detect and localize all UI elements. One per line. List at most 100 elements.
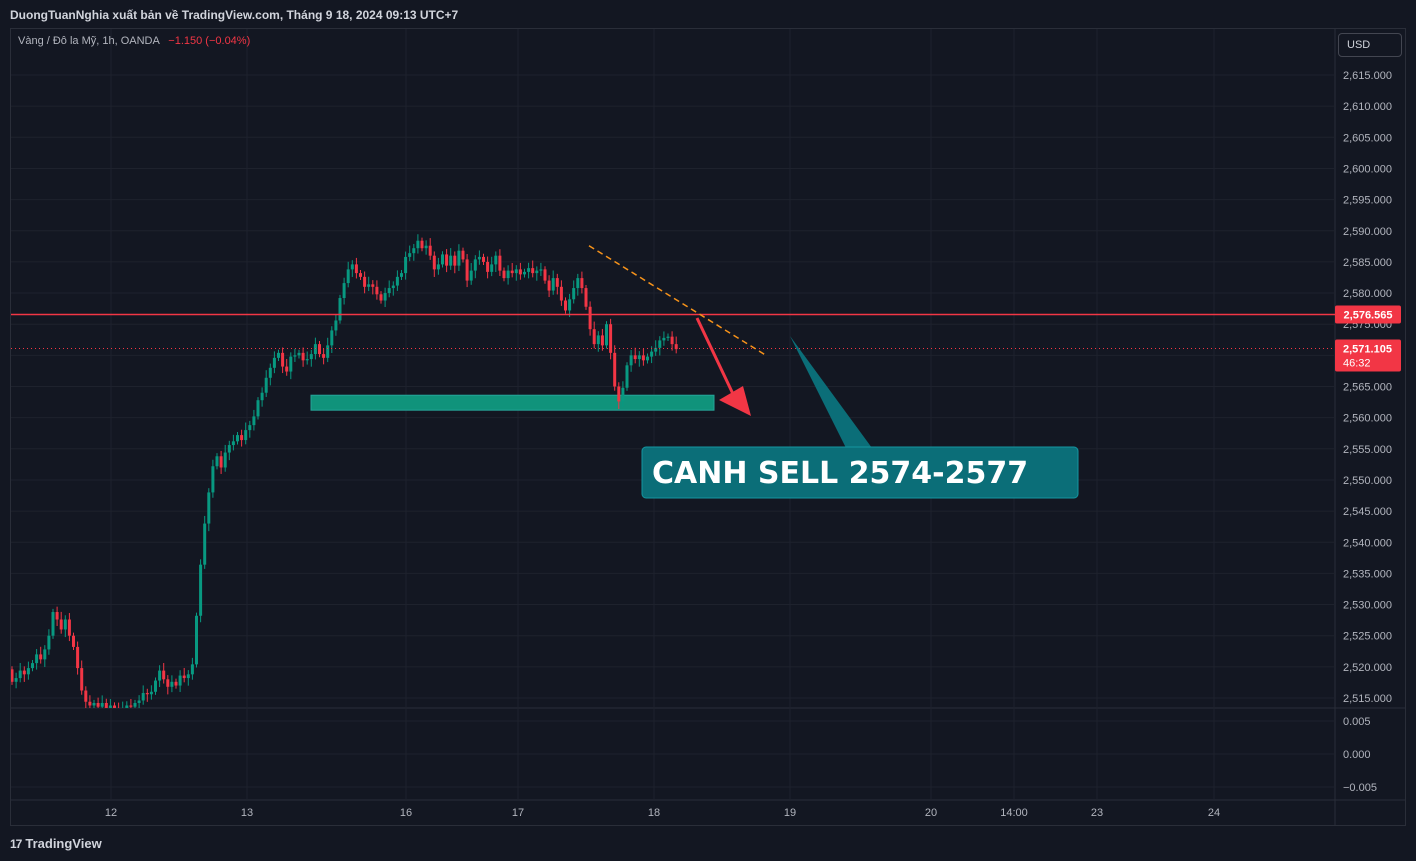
candle-body (190, 664, 194, 675)
candle-body (223, 452, 227, 468)
candle-body (182, 675, 186, 679)
candle-body (404, 256, 408, 274)
candle-body (84, 690, 88, 702)
resistance-price-label: 2,576.565 (1344, 309, 1393, 321)
price-tick-label: 2,515.000 (1343, 693, 1392, 705)
candle-body (14, 678, 18, 682)
candle-body (104, 702, 108, 708)
candle-body (523, 271, 526, 275)
bar-countdown-label: 46:32 (1343, 357, 1371, 369)
candle-body (584, 288, 588, 307)
time-tick-label: 23 (1091, 807, 1103, 819)
candle-body (469, 270, 473, 281)
candle-body (227, 445, 231, 453)
candle-body (121, 709, 124, 711)
candle-body (166, 679, 170, 687)
candle-body (215, 456, 219, 467)
candle-body (309, 354, 313, 360)
candle-body (76, 646, 80, 669)
last-price-label: 2,571.105 (1343, 343, 1392, 355)
tradingview-logo-icon: 17 (10, 836, 22, 851)
plot-area: CANH SELL 2574-2577 (11, 234, 1335, 711)
candle-body (609, 324, 613, 353)
price-tick-label: 2,520.000 (1343, 662, 1392, 674)
candle-body (539, 269, 543, 271)
candle-body (359, 273, 362, 277)
candle-body (551, 278, 555, 291)
price-tick-label: 2,585.000 (1343, 257, 1392, 269)
time-tick-label: 13 (241, 807, 253, 819)
candle-body (207, 492, 211, 524)
candle-body (260, 392, 264, 401)
candle-body (277, 352, 280, 358)
indicator-tick-label: 0.000 (1343, 749, 1371, 761)
candle-body (231, 441, 235, 446)
price-tick-label: 2,560.000 (1343, 413, 1392, 425)
candle-body (39, 654, 43, 660)
candle-body (170, 681, 174, 687)
candle-body (211, 466, 215, 493)
candle-body (400, 273, 403, 277)
candle-body (412, 248, 416, 254)
candle-body (244, 430, 248, 441)
tradingview-brand: TradingView (25, 836, 102, 851)
candle-body (289, 356, 293, 372)
publish-info: DuongTuanNghia xuất bản về TradingView.c… (10, 8, 459, 22)
currency-button[interactable]: USD (1338, 33, 1402, 57)
candle-body (674, 344, 678, 350)
candle-body (199, 564, 203, 616)
indicator-tick-label: −0.005 (1343, 782, 1377, 794)
candle-body (670, 336, 674, 345)
sell-arrow-shaft (695, 317, 735, 395)
price-tick-label: 2,590.000 (1343, 226, 1392, 238)
candle-body (457, 250, 461, 266)
candle-body (600, 335, 604, 346)
candle-body (625, 365, 629, 388)
price-tick-label: 2,535.000 (1343, 568, 1392, 580)
candle-body (363, 276, 367, 287)
price-tick-label: 2,610.000 (1343, 101, 1392, 113)
candle-body (268, 367, 272, 378)
candle-body (51, 612, 55, 636)
candle-body (174, 681, 178, 686)
last-price-label-bg (1335, 339, 1401, 372)
candle-body (22, 670, 26, 675)
candle-body (416, 240, 420, 249)
candle-body (510, 270, 514, 274)
candle-body (149, 691, 153, 695)
symbol-name: Vàng / Đô la Mỹ, 1h, OANDA (18, 35, 160, 47)
candle-body (490, 264, 494, 272)
resistance-price-label-bg (1335, 305, 1401, 324)
candle-body (92, 702, 96, 706)
price-tick-label: 2,565.000 (1343, 382, 1392, 394)
candle-body (420, 240, 424, 249)
time-tick-label: 14:00 (1000, 807, 1028, 819)
candle-body (387, 288, 391, 294)
time-tick-label: 17 (512, 807, 524, 819)
candle-body (543, 269, 547, 281)
candle-body (518, 269, 522, 275)
price-change: −1.150 (−0.04%) (168, 35, 251, 47)
candle-body (313, 344, 317, 355)
candle-body (154, 680, 157, 692)
candle-body (137, 700, 141, 703)
candle-body (26, 668, 30, 675)
candle-body (613, 352, 617, 387)
candle-body (453, 255, 457, 266)
candle-body (18, 670, 22, 679)
candle-body (658, 340, 662, 348)
tradingview-logo[interactable]: 17 TradingView (10, 836, 102, 851)
candle-body (322, 354, 326, 358)
candle-body (666, 336, 670, 338)
candle-body (568, 299, 572, 311)
price-tick-label: 2,595.000 (1343, 195, 1392, 207)
candle-body (178, 675, 182, 686)
candle-body (395, 276, 399, 286)
price-tick-label: 2,550.000 (1343, 475, 1392, 487)
candle-body (441, 254, 444, 265)
candle-body (334, 320, 338, 331)
time-tick-label: 12 (105, 807, 117, 819)
candle-body (108, 705, 112, 708)
candle-body (424, 245, 428, 249)
